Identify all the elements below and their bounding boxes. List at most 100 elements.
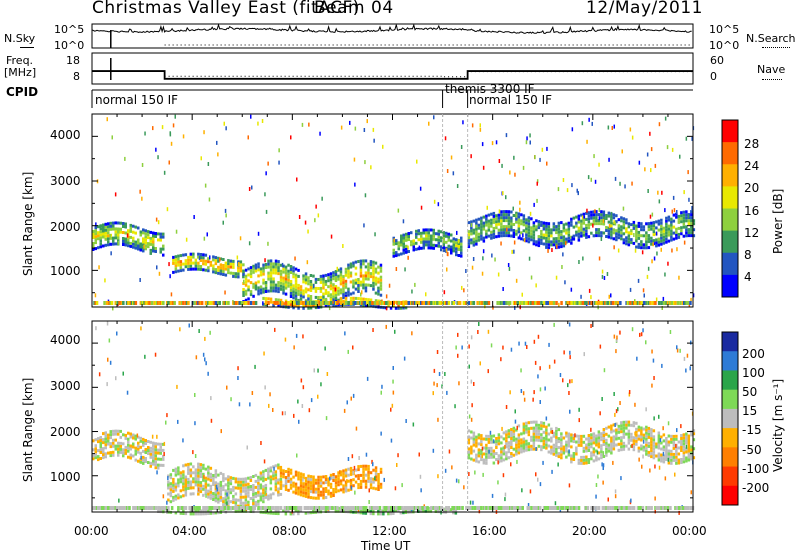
power-cell (319, 274, 323, 278)
power-cell (640, 234, 643, 238)
velocity-cell (650, 431, 653, 435)
velocity-cell (627, 429, 631, 433)
velocity-cell (202, 463, 205, 467)
velocity-cell (662, 448, 666, 452)
velocity-cell (207, 509, 210, 512)
power-cell (122, 240, 125, 243)
power-cell (690, 219, 693, 223)
velocity-noise (436, 350, 439, 354)
velocity-noise (554, 501, 557, 506)
power-cell (114, 236, 117, 240)
power-cell (337, 286, 340, 290)
power-cell (322, 283, 325, 287)
power-cell (502, 231, 506, 235)
velocity-cell (690, 454, 693, 458)
power-cell (625, 230, 628, 234)
velocity-noise (179, 327, 181, 332)
power-cell (199, 265, 203, 268)
velocity-cell (229, 491, 233, 495)
velocity-ground (647, 506, 651, 510)
velocity-cell (602, 428, 606, 431)
power-cell (647, 240, 651, 244)
velocity-cell (379, 467, 383, 471)
velocity-cell (399, 511, 403, 515)
power-noise (678, 275, 680, 280)
power-cell (590, 216, 593, 220)
power-cell (107, 231, 110, 235)
power-cell (132, 230, 135, 234)
power-cell (600, 213, 603, 217)
power-cell (577, 235, 581, 239)
velocity-cell (189, 512, 193, 516)
velocity-cell (612, 441, 616, 445)
velocity-cell (467, 441, 471, 445)
velocity-cell (359, 485, 363, 489)
velocity-noise (664, 476, 667, 481)
power-noise (471, 265, 474, 270)
velocity-cell (137, 447, 140, 451)
power-ground (110, 301, 114, 305)
power-cell (334, 273, 338, 276)
power-ground (178, 301, 181, 305)
power-cell (642, 246, 646, 250)
power-cell (600, 219, 603, 223)
power-cell (587, 211, 591, 215)
freq-tick-top: 18 (66, 54, 80, 67)
power-cell (440, 230, 443, 234)
nsky-right-tick-bottom: 10^0 (709, 39, 740, 52)
power-cell (540, 235, 543, 239)
velocity-cell (199, 469, 203, 473)
colorbars (721, 119, 739, 506)
power-cell (219, 263, 223, 267)
velocity-cell (122, 451, 125, 455)
velocity-cell (540, 424, 543, 428)
power-ground (357, 301, 360, 305)
power-cell (477, 223, 481, 227)
velocity-noise (320, 382, 322, 387)
power-noise (661, 306, 663, 310)
velocity-cell (179, 474, 183, 478)
power-cell (237, 266, 240, 270)
power-cell (364, 265, 368, 269)
power-cell (264, 290, 268, 293)
power-cell (369, 284, 373, 288)
power-cell (605, 214, 608, 217)
power-cell (562, 244, 566, 248)
velocity-noise (615, 409, 618, 414)
power-cell (359, 274, 363, 278)
velocity-cell (94, 450, 97, 454)
velocity-cell (157, 457, 160, 461)
velocity-noise (106, 382, 108, 387)
velocity-cell (174, 470, 178, 474)
power-cell (407, 250, 410, 253)
power-noise (169, 274, 171, 279)
power-cell (129, 244, 132, 248)
power-cell (485, 229, 488, 233)
velocity-cell (294, 485, 298, 489)
velocity-cell (682, 457, 686, 461)
power-noise (117, 240, 120, 245)
power-ground (297, 301, 300, 305)
power-cell (349, 296, 353, 300)
power-cell (132, 239, 135, 243)
velocity-cell (214, 490, 218, 494)
velocity-cell (274, 509, 278, 512)
velocity-noise (254, 364, 256, 369)
velocity-cell (537, 429, 541, 433)
power-cell (502, 210, 506, 214)
power-cell (452, 246, 455, 250)
power-cell (224, 261, 228, 265)
power-cell (480, 228, 483, 232)
velocity-cell (107, 451, 110, 455)
power-cell (149, 248, 152, 252)
power-cell (132, 224, 135, 228)
power-cell (587, 217, 591, 221)
power-ground (619, 301, 622, 305)
velocity-cell (204, 479, 208, 483)
velocity-noise (516, 425, 518, 430)
velocity-noise (548, 364, 551, 369)
power-cell (622, 238, 626, 242)
velocity-ground (689, 506, 692, 510)
power-noise (606, 272, 609, 276)
velocity-cell (655, 445, 658, 449)
